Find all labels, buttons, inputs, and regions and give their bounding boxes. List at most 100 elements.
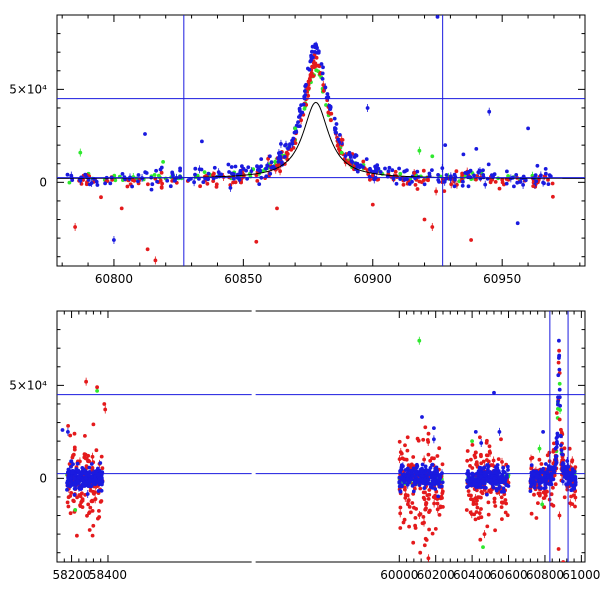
top-blue-outlier-point-9 <box>228 183 233 192</box>
bottom-blue-c1-point-120 <box>430 462 435 467</box>
top-blue-point-268 <box>436 173 440 177</box>
bottom-blue-c1-point-182 <box>402 479 406 484</box>
bottom-green-outlier-point-0 <box>417 336 422 345</box>
bottom-red-c3-point-36 <box>549 492 554 497</box>
top-red-point-107 <box>551 194 555 199</box>
top-blue-point-233 <box>159 165 164 170</box>
bottom-red-c3-point-140 <box>562 495 567 500</box>
top-blue-outlier-point-6 <box>487 107 492 116</box>
top-blue-point-90 <box>212 165 217 170</box>
top-green-outlier-point-3 <box>417 146 422 155</box>
bottom-red-c1-point-127 <box>397 455 402 464</box>
bottom-blue-c3-point-194 <box>537 478 542 483</box>
top-blue-point-314 <box>130 184 135 189</box>
top-blue-point-81 <box>206 177 210 182</box>
bottom-xtick-label: 58400 <box>89 568 127 582</box>
bottom-red-c3-point-122 <box>557 348 561 353</box>
top-red-point-257 <box>329 111 334 116</box>
top-blue-point-99 <box>405 168 409 173</box>
bottom-red-c3-point-86 <box>547 450 552 455</box>
bottom-red-c2-point-63 <box>469 457 473 462</box>
bottom-blue-c1-point-147 <box>400 483 404 488</box>
bottom-red-c1-point-140 <box>439 494 444 499</box>
bottom-red-c3-point-101 <box>543 492 548 497</box>
top-blue-point-168 <box>378 170 383 174</box>
top-blue-outlier-point-2 <box>200 139 204 144</box>
bottom-red-outlier-point-5 <box>418 550 423 555</box>
bottom-blue-outlier-point-9 <box>479 439 484 448</box>
bottom-red-c3-point-131 <box>557 417 562 422</box>
bottom-blue-c3-point-128 <box>556 399 560 404</box>
bottom-red-c0-point-137 <box>72 447 77 452</box>
top-blue-outlier-point-10 <box>474 147 479 151</box>
top-blue-point-113 <box>70 178 75 183</box>
top-blue-point-43 <box>95 183 100 187</box>
bottom-blue-c0-point-166 <box>87 473 92 478</box>
bottom-red-c1-point-146 <box>438 505 443 510</box>
bottom-red-c2-point-149 <box>484 441 489 445</box>
top-blue-point-16 <box>543 167 548 171</box>
top-blue-point-125 <box>231 172 236 176</box>
bottom-red-c3-point-48 <box>539 462 544 466</box>
bottom-blue-c1-point-186 <box>434 474 439 479</box>
top-blue-point-126 <box>518 180 523 184</box>
bottom-red-c3-point-16 <box>536 501 540 505</box>
bottom-blue-c0-point-180 <box>75 479 80 484</box>
bottom-red-c3-point-67 <box>573 493 578 502</box>
bottom-blue-outlier-point-8 <box>60 428 65 432</box>
bottom-blue-c3-point-163 <box>561 461 566 466</box>
bottom-red-c2-point-53 <box>499 495 504 500</box>
bottom-blue-c3-point-171 <box>540 479 545 484</box>
bottom-red-c1-point-29 <box>403 443 407 448</box>
top-blue-point-241 <box>321 65 325 70</box>
top-blue-point-204 <box>301 102 306 107</box>
top-blue-point-240 <box>283 143 287 148</box>
bottom-blue-c0-point-194 <box>71 483 76 487</box>
top-blue-point-286 <box>328 107 333 111</box>
bottom-blue-c0-point-116 <box>69 459 73 464</box>
bottom-blue-c0-point-193 <box>82 469 87 474</box>
top-blue-point-145 <box>338 133 342 137</box>
top-blue-point-217 <box>436 178 441 182</box>
bottom-blue-c3-point-137 <box>554 445 559 449</box>
bottom-blue-c3-point-143 <box>537 482 542 486</box>
bottom-blue-c0-point-170 <box>76 468 81 473</box>
top-axes: 60800 60850 60900 60950 0 5×10⁴ <box>9 14 586 286</box>
bottom-red-c3-point-9 <box>553 482 558 487</box>
bottom-red-c1-point-101 <box>428 508 432 513</box>
bottom-blue-c2-point-174 <box>506 468 510 472</box>
top-blue-point-229 <box>265 163 270 168</box>
bottom-red-c1-point-77 <box>411 540 416 545</box>
top-blue-point-175 <box>315 50 320 55</box>
bottom-red-c2-point-52 <box>479 490 484 494</box>
bottom-blue-c1-point-190 <box>439 484 444 489</box>
bottom-red-c1-point-17 <box>440 462 445 467</box>
top-green-outlier-point-1 <box>161 160 166 164</box>
bottom-blue-c0-point-178 <box>72 486 77 491</box>
bottom-xtick-label: 60600 <box>489 568 527 582</box>
bottom-blue-c0-point-130 <box>93 474 97 479</box>
top-frame <box>56 14 586 267</box>
top-blue-point-282 <box>216 168 221 177</box>
top-red-point-61 <box>159 170 164 175</box>
bottom-red-c0-point-39 <box>90 452 95 461</box>
top-xtick-label: 60850 <box>224 272 262 286</box>
top-blue-point-107 <box>444 173 449 177</box>
bottom-red-c0-point-125 <box>86 502 91 507</box>
bottom-blue-c0-point-86 <box>89 462 94 466</box>
bottom-blue-c2-point-110 <box>505 464 510 469</box>
top-blue-point-201 <box>397 166 401 171</box>
bottom-blue-c2-point-51 <box>501 486 506 491</box>
top-ytick-label: 5×10⁴ <box>9 82 47 96</box>
top-blue-point-185 <box>244 168 249 173</box>
top-green-point-72 <box>156 173 161 178</box>
top-blue-point-161 <box>108 181 113 186</box>
top-blue-point-251 <box>136 173 141 177</box>
top-blue-point-149 <box>170 170 175 175</box>
bottom-red-c0-point-148 <box>91 491 96 496</box>
bottom-blue-c2-point-194 <box>484 470 489 474</box>
bottom-red-c1-point-87 <box>425 493 430 498</box>
bottom-red-c1-point-24 <box>405 435 410 440</box>
bottom-blue-outlier-point-4 <box>473 430 478 434</box>
bottom-blue-c2-point-170 <box>488 470 493 474</box>
